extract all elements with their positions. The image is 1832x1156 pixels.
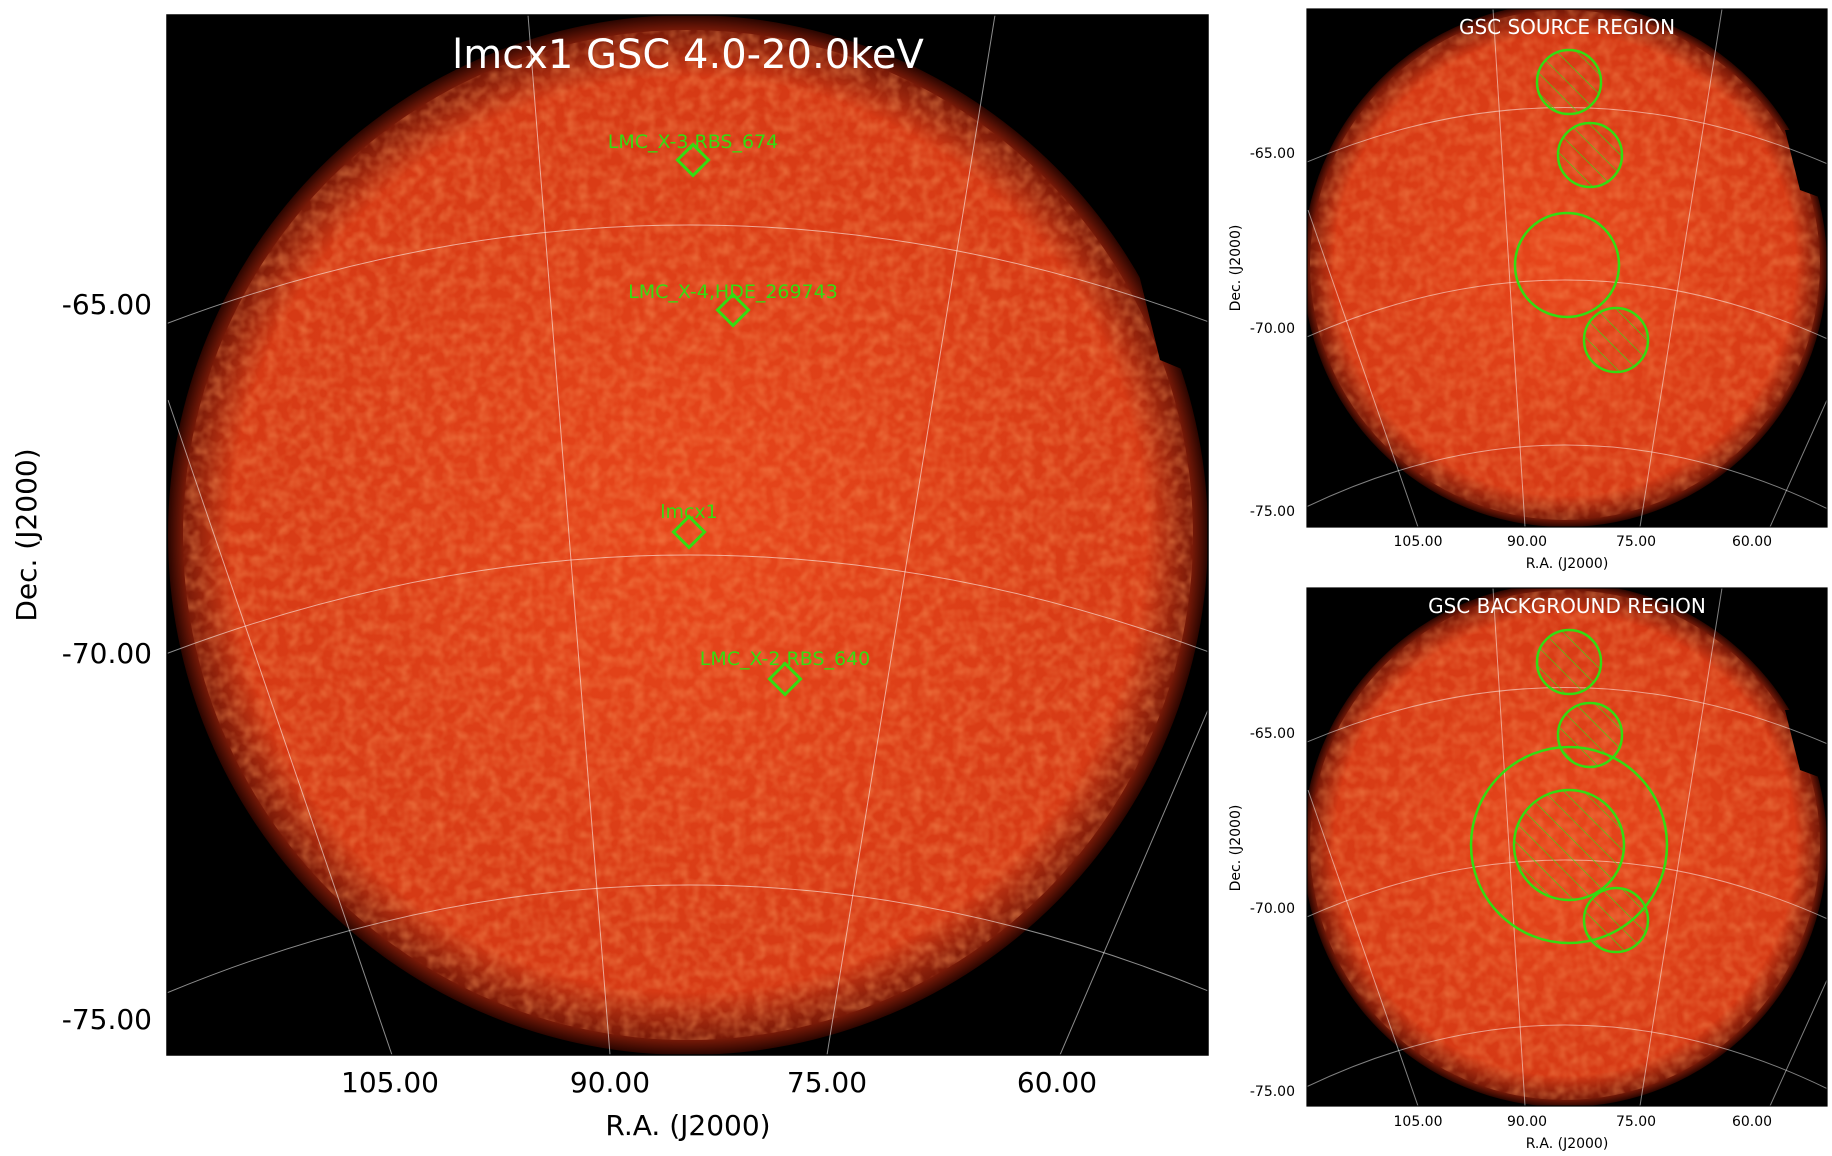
y-tick-label: -65.00 — [62, 288, 152, 321]
grid-line-ra — [527, 15, 611, 1055]
region-circle[interactable] — [1556, 701, 1624, 769]
region-circle[interactable] — [1535, 48, 1603, 116]
x-tick-label: 75.00 — [1616, 534, 1656, 550]
y-tick-label: -70.00 — [62, 637, 152, 670]
source-region-circle[interactable] — [1513, 211, 1621, 319]
grid-line-ra — [167, 399, 393, 1055]
source-marker[interactable]: LMC_X-2,RBS_640 — [700, 648, 871, 697]
grid-line-ra — [1059, 709, 1208, 1055]
x-tick-label: 75.00 — [1616, 1114, 1656, 1130]
grid-line-dec — [167, 884, 1208, 994]
y-axis-label: Dec. (J2000) — [10, 448, 43, 621]
source-panel-title: GSC SOURCE REGION — [1459, 15, 1675, 39]
x-axis-label: R.A. (J2000) — [1526, 1136, 1609, 1152]
y-axis-label: Dec. (J2000) — [1228, 805, 1244, 892]
region-circle[interactable] — [1535, 628, 1603, 696]
y-tick-label: -65.00 — [1250, 146, 1295, 162]
x-tick-label: 105.00 — [1394, 534, 1443, 550]
y-tick-label: -65.00 — [1250, 726, 1295, 742]
main-frame — [166, 14, 1209, 1056]
x-tick-label: 90.00 — [1507, 1114, 1547, 1130]
source-label: LMC_X-2,RBS_640 — [700, 648, 871, 670]
background-region-circle[interactable] — [1469, 745, 1669, 945]
x-tick-label: 60.00 — [1732, 534, 1772, 550]
y-tick-label: -70.00 — [1250, 901, 1295, 917]
x-axis-label: R.A. (J2000) — [605, 1109, 770, 1142]
main-title: lmcx1 GSC 4.0-20.0keV — [452, 32, 924, 78]
excluded-source-circle[interactable] — [1512, 788, 1626, 902]
y-tick-label: -75.00 — [1250, 504, 1295, 520]
y-axis-label: Dec. (J2000) — [1228, 225, 1244, 312]
source-marker[interactable]: lmcx1 — [660, 501, 718, 550]
main-sky-map — [167, 15, 1208, 1055]
source-label: LMC_X-4,HDE_269743 — [628, 281, 838, 303]
x-tick-label: 90.00 — [1507, 534, 1547, 550]
source-label: LMC_X-3,RBS_674 — [608, 131, 779, 153]
source-label: lmcx1 — [660, 501, 718, 523]
y-tick-label: -70.00 — [1250, 321, 1295, 337]
source-sky-map — [1307, 9, 1827, 527]
x-tick-label: 60.00 — [1732, 1114, 1772, 1130]
x-tick-label: 60.00 — [1017, 1066, 1097, 1099]
background-panel-title: GSC BACKGROUND REGION — [1428, 594, 1706, 618]
x-tick-label: 105.00 — [1394, 1114, 1443, 1130]
x-tick-label: 75.00 — [787, 1066, 867, 1099]
main-panel: lmcx1 GSC 4.0-20.0keV LMC_X-3,RBS_674 LM… — [10, 14, 1209, 1142]
x-tick-label: 105.00 — [341, 1066, 439, 1099]
source-marker[interactable]: LMC_X-3,RBS_674 — [608, 131, 779, 178]
grid-line-dec — [167, 554, 1208, 655]
grid-line-ra — [826, 15, 996, 1055]
source-region-panel: GSC SOURCE REGION -65.00 -70.00 -75.00 1… — [1228, 8, 1828, 572]
region-circle[interactable] — [1582, 306, 1650, 374]
grid-line-dec — [167, 224, 1208, 325]
y-tick-label: -75.00 — [1250, 1084, 1295, 1100]
source-marker[interactable]: LMC_X-4,HDE_269743 — [628, 281, 838, 328]
x-tick-label: 90.00 — [570, 1066, 650, 1099]
region-circle[interactable] — [1582, 886, 1650, 954]
background-region-panel: GSC BACKGROUND REGION -65.00 -70.00 -75.… — [1228, 587, 1828, 1152]
x-axis-label: R.A. (J2000) — [1526, 556, 1609, 572]
region-circle[interactable] — [1556, 121, 1624, 189]
y-tick-label: -75.00 — [62, 1003, 152, 1036]
